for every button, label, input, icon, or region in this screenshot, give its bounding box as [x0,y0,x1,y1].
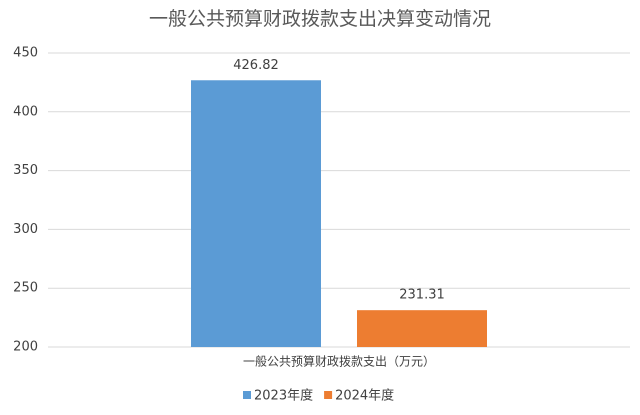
legend-swatch [243,391,251,399]
y-tick-label: 400 [13,104,38,119]
chart-title: 一般公共预算财政拨款支出决算变动情况 [149,8,491,30]
bar [191,80,321,348]
data-label: 231.31 [399,288,445,303]
y-tick-label: 250 [13,281,38,296]
bar [357,310,487,347]
y-tick-label: 350 [13,163,38,178]
legend-swatch [324,391,333,399]
y-tick-label: 300 [13,222,38,237]
y-tick-label: 450 [13,46,38,61]
legend-label: 2024年度 [335,388,394,404]
legend-label: 2023年度 [254,388,313,404]
x-tick-label: 一般公共预算财政拨款支出（万元） [243,354,435,369]
y-tick-label: 200 [13,340,38,355]
data-label: 426.82 [233,58,279,73]
